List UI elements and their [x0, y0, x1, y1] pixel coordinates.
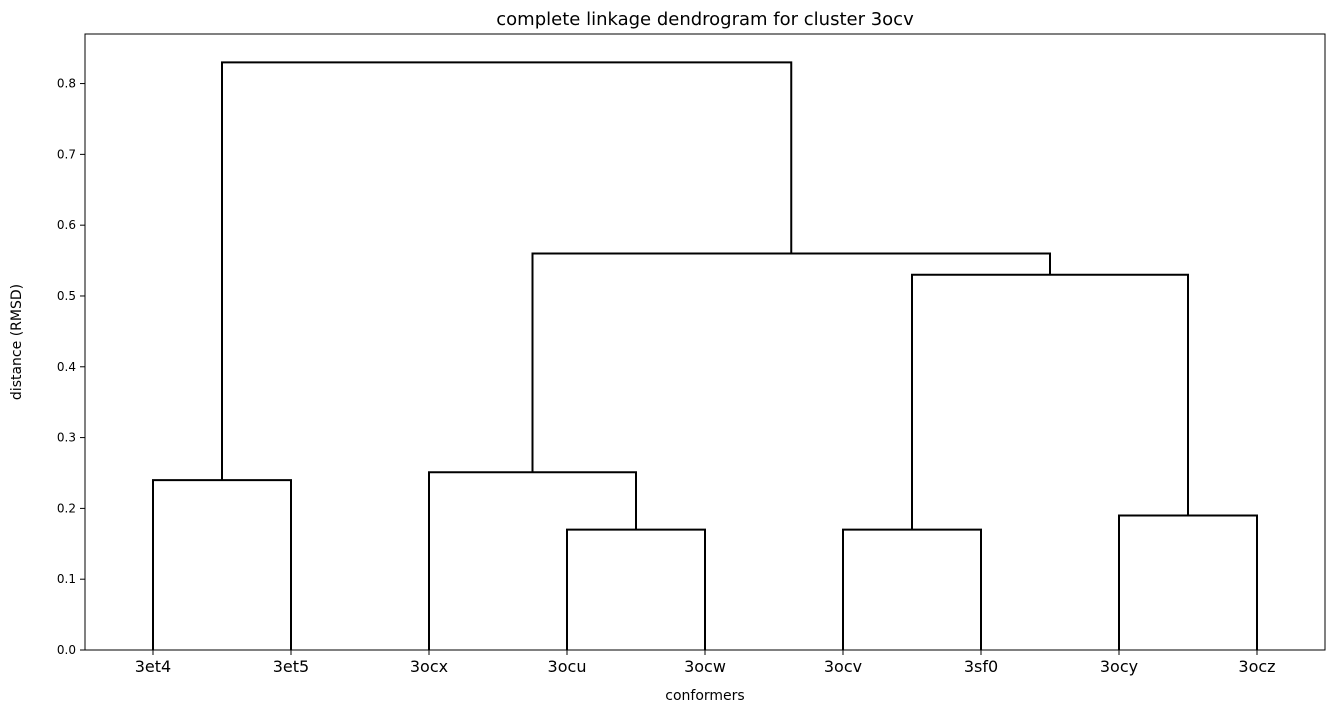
leaf-label: 3ocz — [1238, 657, 1275, 676]
dendrogram-link — [152, 479, 292, 650]
dendrogram-link — [566, 528, 706, 650]
leaf-label: 3ocx — [410, 657, 448, 676]
leaf-label: 3sf0 — [964, 657, 998, 676]
dendrogram-links — [152, 61, 1258, 650]
y-tick-label: 0.1 — [57, 572, 76, 586]
y-tick-label: 0.7 — [57, 147, 76, 161]
x-axis: 3et4 3et5 3ocx 3ocu 3ocw 3ocv 3sf0 3ocy 3ocz — [135, 650, 1276, 676]
y-axis: 0.0 0.1 0.2 0.3 0.4 0.5 0.6 0.7 0.8 — [57, 77, 85, 657]
y-axis-label: distance (RMSD) — [9, 284, 25, 400]
y-tick-label: 0.3 — [57, 431, 76, 445]
leaf-label: 3et4 — [135, 657, 171, 676]
leaf-label: 3ocu — [548, 657, 587, 676]
dendrogram-link — [531, 252, 1051, 473]
leaf-label: 3ocv — [824, 657, 862, 676]
y-tick-label: 0.5 — [57, 289, 76, 303]
leaf-label: 3ocy — [1100, 657, 1138, 676]
dendrogram-link — [428, 471, 637, 650]
dendrogram-link — [911, 273, 1189, 530]
x-axis-label: conformers — [665, 688, 744, 704]
y-tick-label: 0.6 — [57, 218, 76, 232]
dendrogram-link — [842, 528, 982, 650]
dendrogram-link — [1118, 514, 1258, 650]
y-tick-label: 0.4 — [57, 360, 76, 374]
y-tick-label: 0.2 — [57, 501, 76, 515]
y-tick-label: 0.0 — [57, 643, 76, 657]
leaf-label: 3ocw — [684, 657, 726, 676]
leaf-label: 3et5 — [273, 657, 309, 676]
dendrogram-link — [221, 61, 793, 481]
y-tick-label: 0.8 — [57, 77, 76, 91]
chart-title: complete linkage dendrogram for cluster … — [496, 9, 914, 30]
